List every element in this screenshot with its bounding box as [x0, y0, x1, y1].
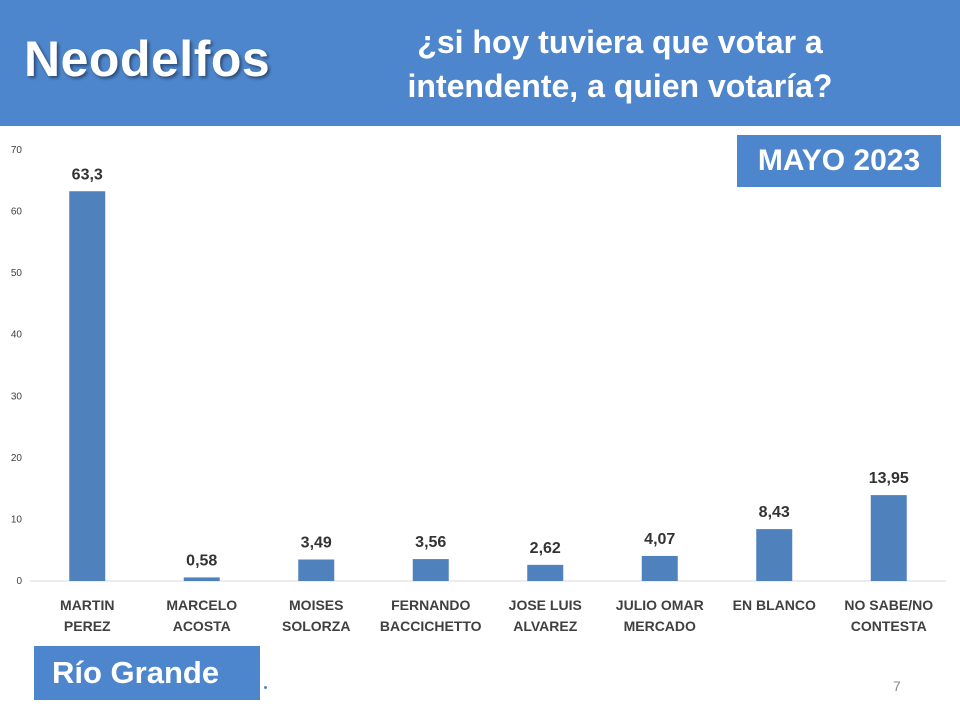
- bar-value-label: 4,07: [644, 531, 675, 548]
- y-tick-label: 20: [11, 453, 23, 464]
- bar-value-label: 3,56: [415, 534, 446, 551]
- y-tick-label: 40: [11, 330, 23, 341]
- brand-title: Neodelfos: [24, 31, 271, 87]
- y-tick-label: 60: [11, 207, 23, 218]
- x-tick-label: MERCADO: [624, 618, 696, 634]
- bar: [298, 559, 335, 581]
- x-tick-label: EN BLANCO: [733, 597, 816, 613]
- decorative-dot: [264, 686, 267, 689]
- y-tick-label: 10: [11, 514, 23, 525]
- bar-value-label: 0,58: [186, 552, 217, 569]
- bar: [641, 555, 678, 581]
- bar-value-label: 2,62: [530, 540, 561, 557]
- x-tick-label: NO SABE/NO: [844, 597, 933, 613]
- header-banner: Neodelfos ¿si hoy tuviera que votar a in…: [0, 0, 960, 126]
- month-badge: MAYO 2023: [737, 135, 941, 187]
- question-line-1: ¿si hoy tuviera que votar a: [417, 24, 823, 60]
- bar: [756, 529, 793, 581]
- x-tick-label: CONTESTA: [851, 618, 927, 634]
- bar: [870, 495, 907, 581]
- city-badge: Río Grande: [34, 646, 260, 700]
- chart-question: ¿si hoy tuviera que votar a intendente, …: [340, 20, 900, 108]
- y-tick-label: 70: [11, 145, 23, 156]
- bar-value-label: 63,3: [72, 166, 103, 183]
- y-tick-label: 0: [16, 576, 22, 587]
- bar-chart: 0 10 20 30 40 50 60 70 63,3 MARTIN PEREZ 0,58 MARCEL…: [11, 145, 946, 634]
- x-tick-label: JOSE LUIS: [509, 597, 582, 613]
- bar: [183, 577, 220, 581]
- y-tick-label: 50: [11, 268, 23, 279]
- x-tick-label: SOLORZA: [282, 618, 350, 634]
- x-tick-label: PEREZ: [64, 618, 111, 634]
- bar: [527, 564, 564, 581]
- bar-value-label: 8,43: [759, 504, 790, 521]
- bar: [412, 559, 449, 581]
- y-tick-label: 30: [11, 391, 23, 402]
- page-number: 7: [893, 678, 901, 694]
- x-tick-label: ALVAREZ: [513, 618, 577, 634]
- x-tick-label: FERNANDO: [391, 597, 470, 613]
- x-tick-label: JULIO OMAR: [616, 597, 704, 613]
- x-tick-label: MARCELO: [166, 597, 237, 613]
- x-tick-label: ACOSTA: [173, 618, 231, 634]
- bar-value-label: 3,49: [301, 535, 332, 552]
- x-tick-label: BACCICHETTO: [380, 618, 482, 634]
- x-tick-label: MOISES: [289, 597, 343, 613]
- x-tick-label: MARTIN: [60, 597, 114, 613]
- bar: [69, 191, 106, 581]
- bar-value-label: 13,95: [869, 470, 909, 487]
- question-line-2: intendente, a quien votaría?: [407, 68, 833, 104]
